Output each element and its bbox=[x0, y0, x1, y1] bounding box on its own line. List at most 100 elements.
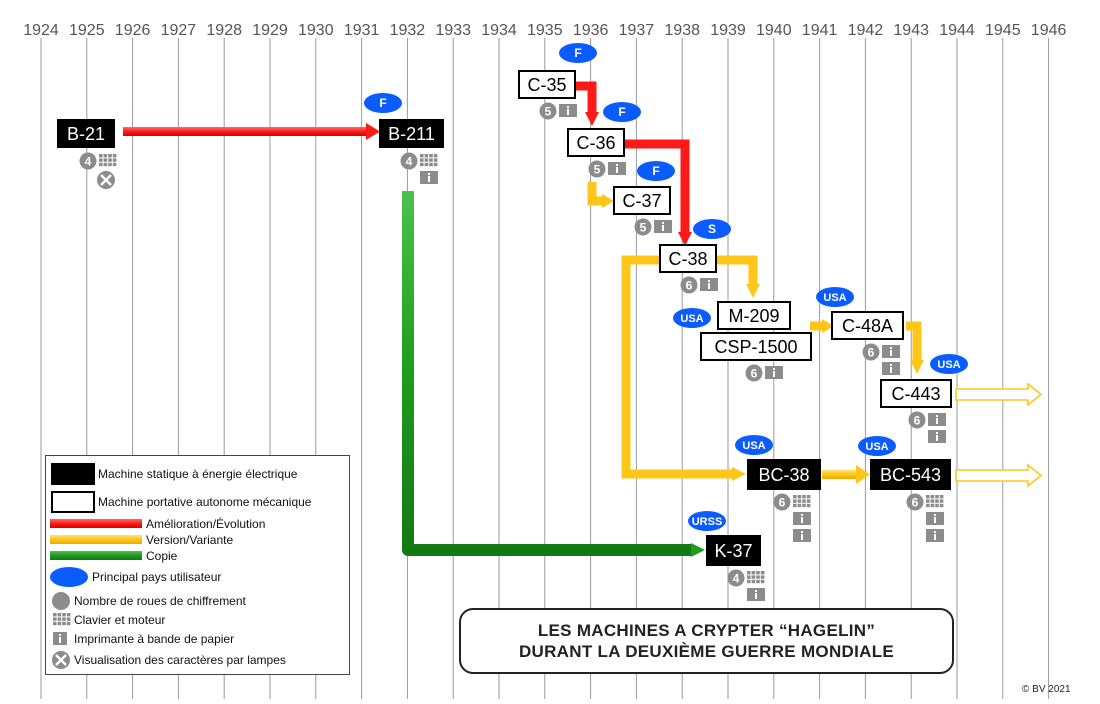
arrow-c38-to-m209 bbox=[716, 255, 760, 298]
feature-badges: 4 bbox=[400, 152, 438, 184]
year-label: 1926 bbox=[115, 22, 151, 39]
machine-bc38: BC-38 USA 6 bbox=[735, 435, 821, 542]
wheels-count: 6 bbox=[914, 414, 921, 428]
year-label: 1938 bbox=[664, 22, 700, 39]
keyboard-icon bbox=[99, 154, 117, 167]
wheels-circle bbox=[908, 411, 926, 429]
wheels-count: 6 bbox=[868, 346, 875, 360]
printer-icon bbox=[747, 588, 765, 601]
machine-box bbox=[747, 459, 821, 490]
country-code: F bbox=[652, 164, 659, 178]
printer-icon bbox=[559, 104, 577, 117]
lamp-icon bbox=[97, 171, 115, 189]
feature-badges: 6 bbox=[906, 493, 944, 542]
country-code: F bbox=[379, 96, 386, 110]
machine-label: C-37 bbox=[622, 191, 661, 211]
printer-icon bbox=[928, 413, 946, 426]
title-line-2: DURANT LA DEUXIÈME GUERRE MONDIALE bbox=[518, 642, 895, 661]
machine-box bbox=[659, 244, 717, 273]
wheels-count: 6 bbox=[686, 279, 693, 293]
year-label: 1939 bbox=[710, 22, 746, 39]
country-badge: USA bbox=[858, 436, 896, 456]
printer-icon bbox=[928, 430, 946, 443]
printer-icon bbox=[882, 345, 900, 358]
legend-lamps-swatch: Visualisation des caractères par lampes bbox=[52, 651, 286, 669]
machine-box bbox=[880, 379, 952, 408]
feature-badges: 6 bbox=[680, 276, 718, 294]
country-badge: F bbox=[559, 43, 597, 63]
wheels-count: 4 bbox=[733, 572, 740, 586]
machine-box bbox=[870, 459, 951, 490]
country-badge: USA bbox=[673, 308, 711, 328]
year-label: 1930 bbox=[298, 22, 334, 39]
country-code: USA bbox=[680, 313, 703, 325]
feature-badges: 6 bbox=[862, 343, 900, 375]
legend-static-swatch: Machine statique à énergie électrique bbox=[51, 463, 298, 485]
year-grid bbox=[40, 38, 1050, 699]
machine-box bbox=[717, 301, 791, 330]
machine-box bbox=[613, 186, 671, 215]
printer-icon bbox=[608, 162, 626, 175]
year-label: 1935 bbox=[527, 22, 563, 39]
year-label: 1929 bbox=[252, 22, 288, 39]
year-label: 1944 bbox=[939, 22, 975, 39]
wheels-circle bbox=[727, 569, 745, 587]
legend-row-improvement: Amélioration/Évolution bbox=[46, 516, 346, 535]
legend-lamps-label: Visualisation des caractères par lampes bbox=[74, 653, 286, 667]
legend-row-copy: Copie bbox=[46, 548, 346, 567]
legend-copy-label: Copie bbox=[146, 549, 178, 563]
machine-box bbox=[379, 119, 444, 148]
printer-icon bbox=[700, 278, 718, 291]
legend-row-portable: Machine portative autonome mécanique bbox=[46, 490, 346, 517]
feature-badges: 5 bbox=[588, 160, 626, 178]
wheels-circle bbox=[862, 343, 880, 361]
wheels-circle bbox=[400, 152, 418, 170]
legend-improvement-label: Amélioration/Évolution bbox=[146, 516, 265, 531]
year-label: 1940 bbox=[756, 22, 792, 39]
year-label: 1933 bbox=[435, 22, 471, 39]
arrow-c443-continuation bbox=[955, 382, 1043, 407]
printer-icon bbox=[420, 171, 438, 184]
diagram-title-box: LES MACHINES A CRYPTER “HAGELIN” DURANT … bbox=[459, 608, 954, 674]
country-code: F bbox=[618, 105, 625, 119]
legend-printer-label: Imprimante à bande de papier bbox=[74, 632, 234, 646]
country-badge: URSS bbox=[688, 511, 726, 531]
country-badge: F bbox=[364, 93, 402, 113]
machine-box bbox=[567, 128, 625, 157]
printer-icon bbox=[793, 529, 811, 542]
legend-portable-swatch: Machine portative autonome mécanique bbox=[51, 491, 312, 513]
machine-c35: C-35 F 5 bbox=[518, 43, 597, 120]
wheels-count: 6 bbox=[779, 496, 786, 510]
machine-label: K-37 bbox=[714, 541, 752, 561]
machine-nodes: B-214B-211F4C-35F5C-36F5C-37F5C-38S6M-20… bbox=[57, 43, 968, 601]
machine-box bbox=[831, 311, 904, 340]
machine-c48a: C-48A USA 6 bbox=[816, 287, 904, 375]
machine-label: C-443 bbox=[891, 384, 940, 404]
country-badge: F bbox=[637, 161, 675, 181]
keyboard-icon bbox=[926, 495, 944, 508]
arrow-c36-to-c38 bbox=[624, 139, 692, 246]
year-axis: 1924 1925 1926 1927 1928 1929 1930 1931 1932 1933… bbox=[23, 22, 1066, 39]
legend-keyboard-label: Clavier et moteur bbox=[74, 613, 165, 627]
year-label: 1945 bbox=[985, 22, 1021, 39]
country-code: USA bbox=[823, 292, 846, 304]
year-label: 1937 bbox=[619, 22, 655, 39]
year-label: 1946 bbox=[1031, 22, 1067, 39]
country-code: USA bbox=[865, 441, 888, 453]
keyboard-icon bbox=[53, 613, 71, 626]
country-code: URSS bbox=[692, 516, 723, 528]
wheels-count: 4 bbox=[85, 155, 92, 169]
wheels-circle bbox=[906, 493, 924, 511]
legend-keyboard-swatch: Clavier et moteur bbox=[53, 613, 165, 627]
printer-icon bbox=[926, 512, 944, 525]
legend-row-printer: Imprimante à bande de papier bbox=[46, 629, 346, 650]
legend-row-static: Machine statique à énergie électrique bbox=[46, 462, 346, 489]
legend-wheels-swatch: Nombre de roues de chiffrement bbox=[52, 592, 247, 610]
year-label: 1927 bbox=[161, 22, 197, 39]
wheels-count: 5 bbox=[640, 221, 647, 235]
printer-icon bbox=[793, 512, 811, 525]
keyboard-icon bbox=[747, 571, 765, 584]
machine-c443: C-443 USA 6 bbox=[880, 354, 968, 443]
year-label: 1932 bbox=[390, 22, 426, 39]
